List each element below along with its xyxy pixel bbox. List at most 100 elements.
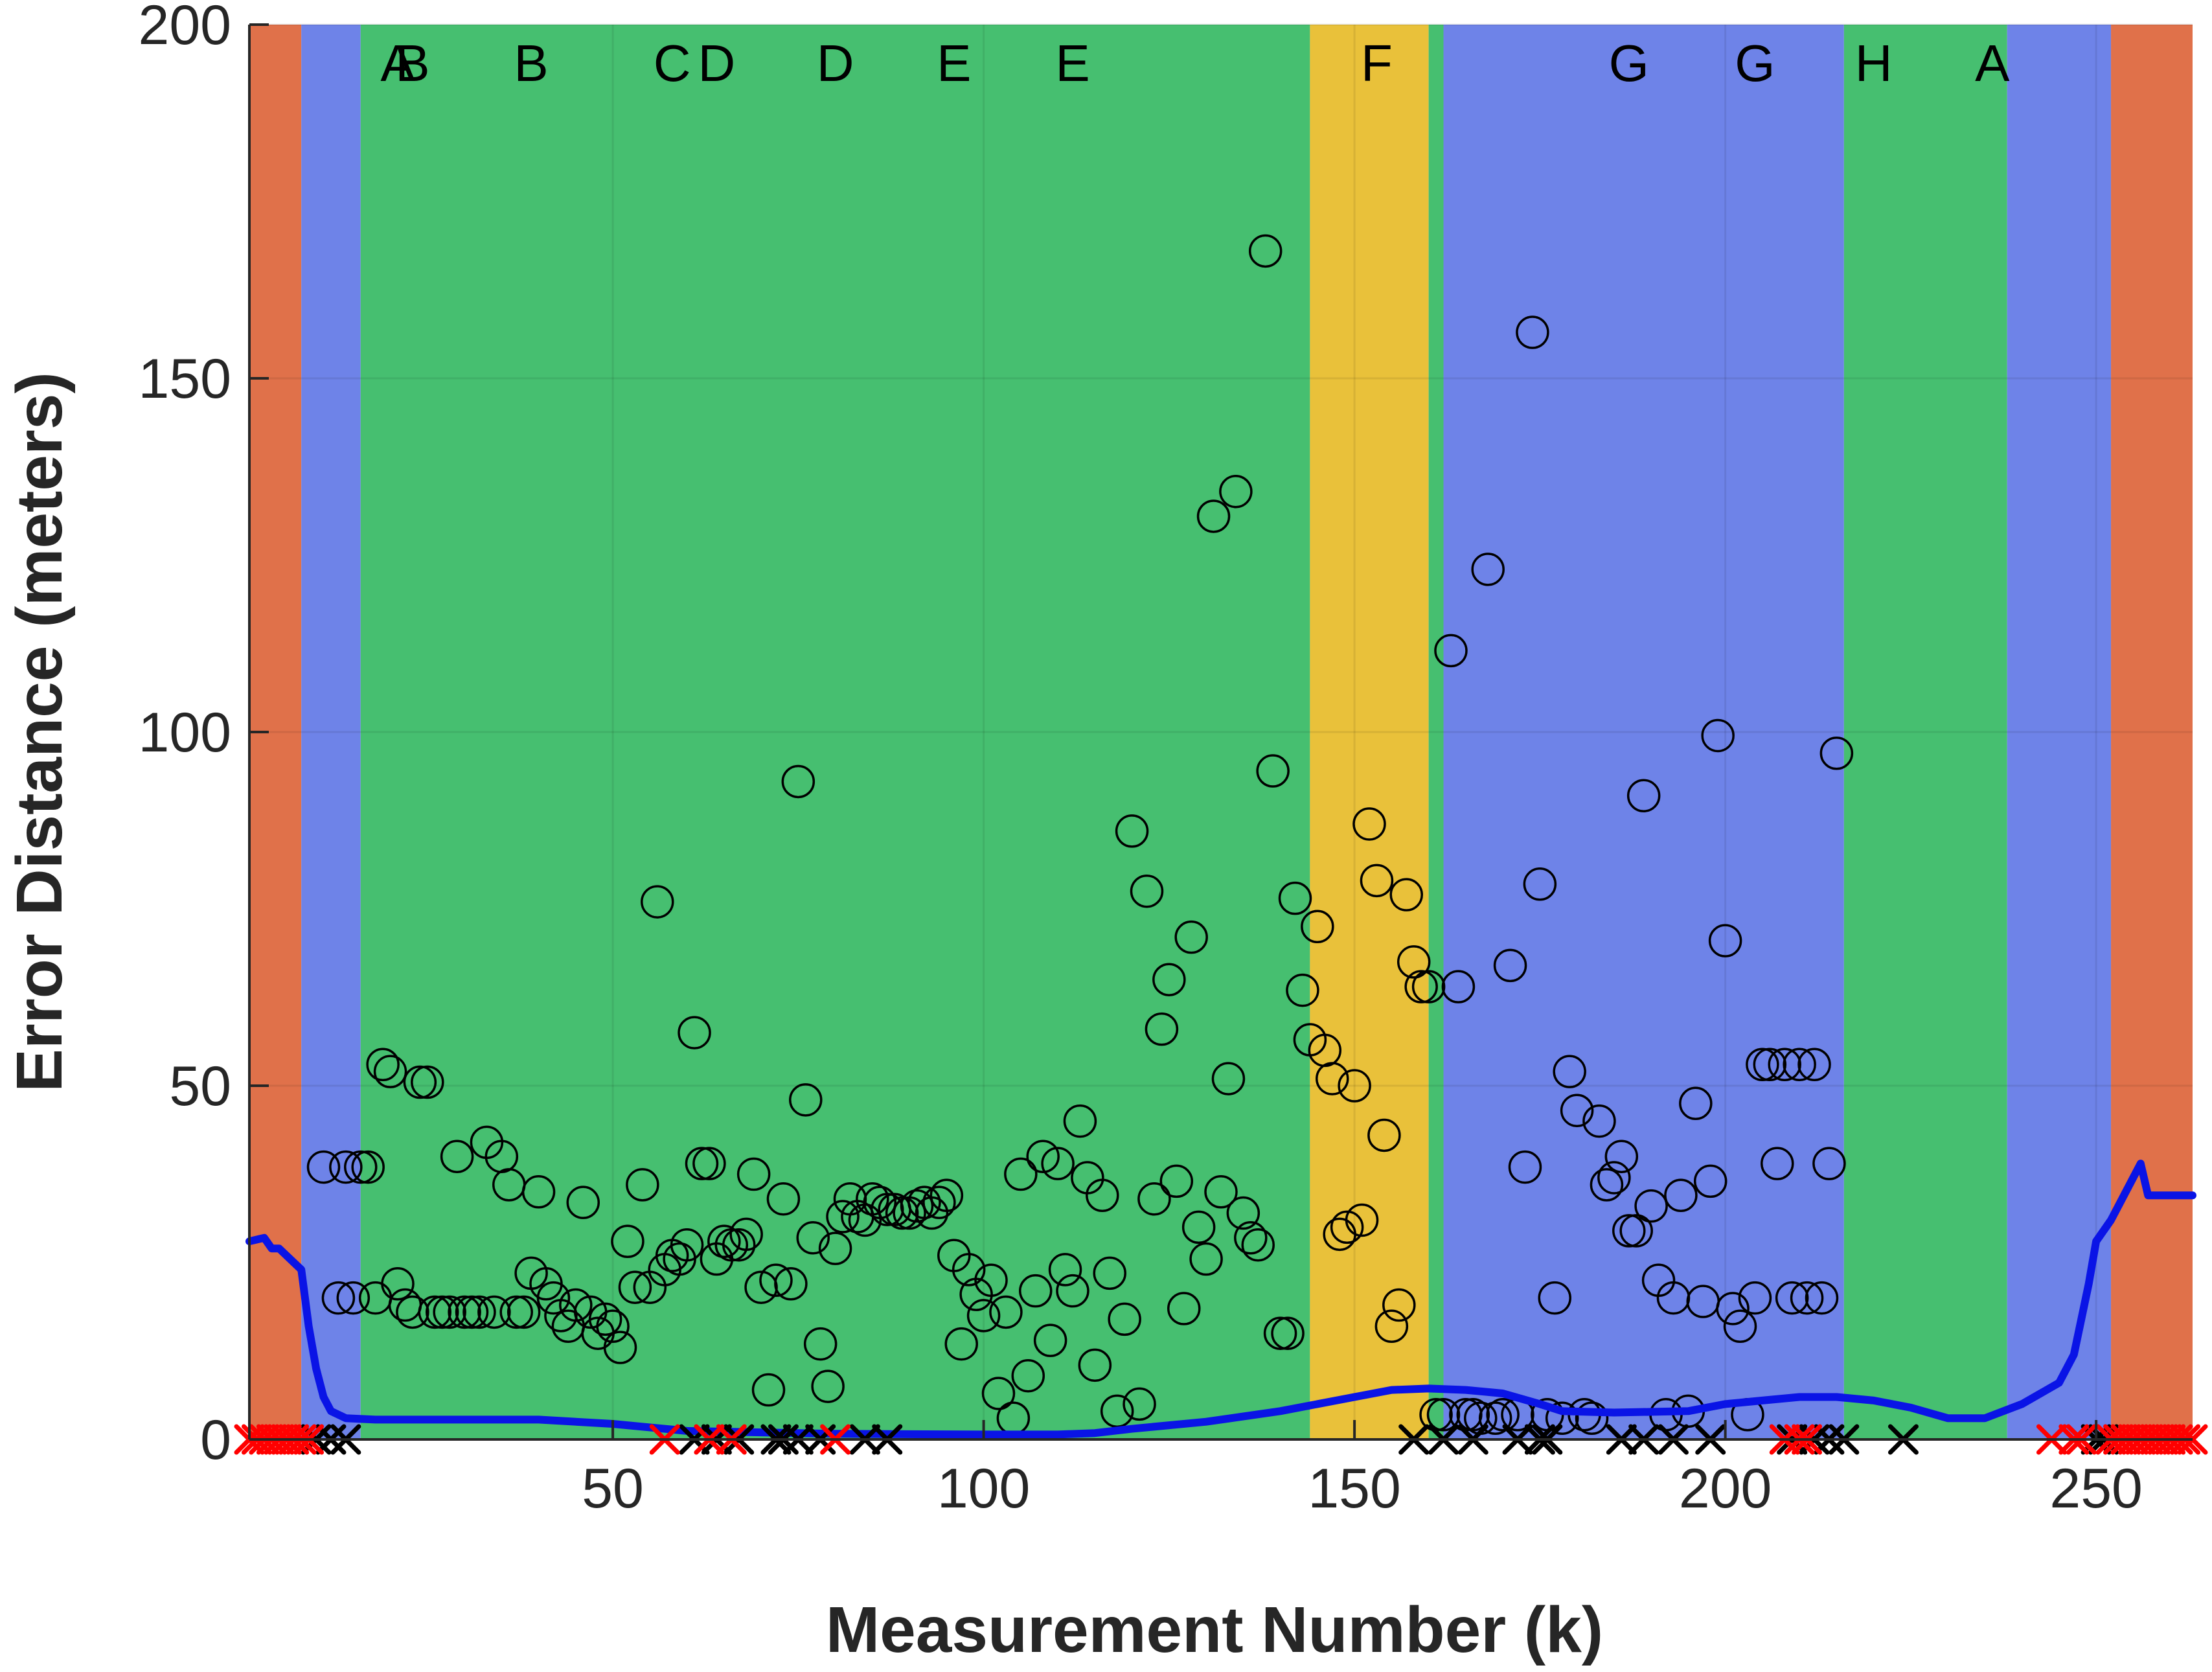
data-point-circle [462, 1295, 496, 1329]
data-point-circle [1041, 1147, 1075, 1180]
data-point-circle [373, 1055, 407, 1088]
x-tick-label: 50 [582, 1458, 644, 1520]
data-point-circle [1523, 867, 1557, 901]
y-tick-label: 0 [200, 1409, 231, 1471]
data-point-circle [329, 1150, 363, 1184]
data-point-circle [1004, 1157, 1038, 1191]
data-point-circle [670, 1228, 704, 1262]
data-point-circle [885, 1196, 919, 1230]
data-point-circle [1026, 1139, 1060, 1173]
data-point-circle [1812, 1147, 1846, 1180]
data-point-circle [1159, 1164, 1194, 1198]
data-point-circle [952, 1253, 986, 1287]
data-point-circle [1575, 1401, 1609, 1435]
data-point-circle [1256, 754, 1290, 788]
data-point-circle [1248, 234, 1283, 268]
data-point-circle [1241, 1228, 1275, 1262]
data-point-circle [641, 885, 674, 919]
data-point-circle [1033, 1323, 1067, 1357]
data-point-circle [1263, 1316, 1297, 1350]
data-point-circle [781, 764, 815, 799]
data-point-circle [1434, 634, 1468, 668]
data-point-circle [1196, 499, 1231, 533]
data-point-circle [907, 1185, 941, 1219]
data-point-circle [1783, 1048, 1816, 1081]
data-point-circle [1516, 315, 1549, 349]
data-point-circle [1360, 864, 1394, 898]
data-point-circle [596, 1309, 630, 1344]
data-point-circle [536, 1281, 571, 1315]
data-point-circle [1456, 1398, 1490, 1432]
data-point-circle [1486, 1398, 1520, 1432]
data-point-circle [736, 1157, 771, 1191]
data-point-circle [1819, 737, 1854, 770]
data-point-circle [1301, 910, 1334, 944]
data-point-circle [1123, 1387, 1156, 1421]
data-point-circle [1086, 1178, 1119, 1213]
region-label: F [1361, 34, 1393, 92]
data-point-circle [1018, 1274, 1053, 1308]
data-point-circle [336, 1281, 371, 1315]
data-point-circle [425, 1295, 459, 1329]
region-label: B [514, 34, 548, 92]
region-band-blue [1443, 25, 1844, 1439]
data-point-circle [1664, 1178, 1698, 1213]
data-point-circle [321, 1281, 356, 1315]
data-point-circle [766, 1182, 801, 1216]
data-point-circle [1538, 1281, 1572, 1315]
data-point-circle [1093, 1256, 1126, 1290]
data-point-circle [499, 1295, 533, 1329]
data-point-circle [1204, 1175, 1238, 1209]
data-point-circle [433, 1295, 466, 1329]
data-point-circle [729, 1217, 763, 1252]
data-point-circle [440, 1139, 474, 1173]
data-point-circle [1441, 970, 1476, 1003]
data-point-circle [1723, 1309, 1757, 1344]
data-point-circle [566, 1185, 600, 1219]
axes: 50 100 150 200 250 0 50 100 150 200 [139, 0, 2193, 1520]
data-point-circle [1382, 1288, 1416, 1322]
data-point-circle [1612, 1214, 1646, 1248]
data-point-circle [411, 1065, 444, 1099]
data-point-circle [1219, 474, 1253, 509]
data-point-circle [1790, 1281, 1824, 1315]
data-point-circle [1278, 881, 1312, 915]
x-tick-label: 250 [2049, 1458, 2143, 1520]
region-label: D [698, 34, 735, 92]
data-point-circle [1211, 1062, 1246, 1095]
data-point-circle [1471, 553, 1505, 586]
y-axis-title: Error Distance (meters) [3, 372, 76, 1092]
data-point-circle [1137, 1182, 1171, 1216]
data-point-circle [448, 1295, 481, 1329]
data-point-circle [1775, 1281, 1809, 1315]
data-point-circle [863, 1185, 897, 1219]
data-point-circle [1352, 807, 1386, 841]
data-point-circle [1374, 1309, 1409, 1344]
data-point-circle [922, 1185, 956, 1219]
data-point-circle [678, 1016, 711, 1049]
data-point-circle [455, 1295, 489, 1329]
data-point-circle [759, 1263, 793, 1298]
y-tick-label: 150 [139, 348, 232, 410]
y-tick-label: 200 [139, 0, 232, 56]
data-point-circle [1679, 1086, 1713, 1121]
data-point-circle [306, 1150, 341, 1184]
data-point-circle [588, 1302, 622, 1336]
data-point-circle [1048, 1253, 1082, 1287]
data-point-circle [366, 1048, 400, 1081]
error-circles-series [306, 234, 1854, 1435]
data-point-circle [1582, 1104, 1616, 1138]
data-point-circle [1545, 1401, 1579, 1435]
data-point-circle [344, 1150, 378, 1184]
data-point-circle [559, 1288, 593, 1322]
data-point-circle [929, 1178, 964, 1213]
data-point-circle [1553, 1055, 1586, 1088]
x-tick-label: 100 [937, 1458, 1031, 1520]
data-point-circle [1115, 814, 1149, 848]
data-point-circle [477, 1295, 511, 1329]
data-point-circle [1478, 1401, 1512, 1435]
region-labels: AB B C D D E E F G G H A [380, 34, 2010, 92]
smoothed-error-line [245, 1160, 2196, 1439]
data-point-circle [1152, 963, 1186, 996]
